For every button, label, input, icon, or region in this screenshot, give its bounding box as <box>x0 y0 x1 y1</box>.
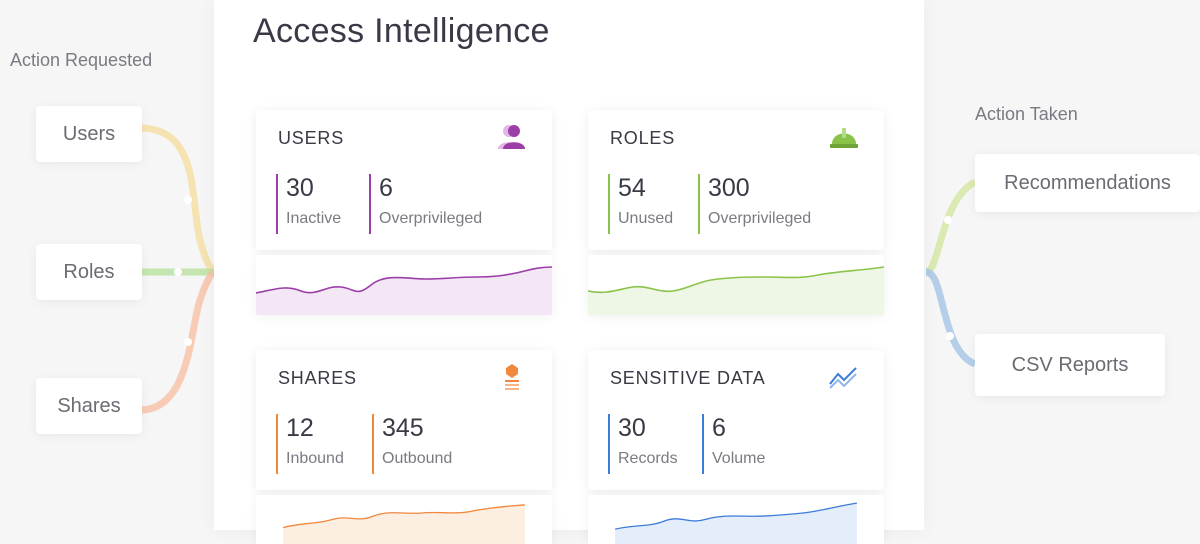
metric-label: Overprivileged <box>379 210 483 227</box>
metric-value: 12 <box>286 414 314 442</box>
csv-reports-pill[interactable]: CSV Reports <box>975 334 1165 396</box>
records-metric: 30 Records <box>608 414 678 474</box>
metric-value: 54 <box>618 174 646 202</box>
metric-value: 30 <box>286 174 314 202</box>
user-icon <box>498 125 525 149</box>
metric-label: Outbound <box>382 450 453 467</box>
shares-sparkline <box>256 495 552 544</box>
metric-label: Overprivileged <box>708 210 812 227</box>
sensitive-data-card[interactable]: SENSITIVE DATA 30 Records 6 Volume <box>588 350 884 490</box>
sensitive-data-sparkline <box>588 495 884 544</box>
roles-sparkline <box>588 255 884 315</box>
metric-label: Records <box>618 450 678 467</box>
card-title: ROLES <box>610 128 676 148</box>
recommendations-pill[interactable]: Recommendations <box>975 154 1200 212</box>
overprivileged-metric: 6 Overprivileged <box>369 174 482 234</box>
users-card[interactable]: USERS 30 Inactive 6 Overprivileged <box>256 110 552 250</box>
metric-value: 6 <box>712 414 726 442</box>
users-sparkline <box>256 255 552 315</box>
trend-lines-icon <box>829 367 857 389</box>
overprivileged-metric: 300 Overprivileged <box>698 174 811 234</box>
volume-metric: 6 Volume <box>702 414 765 474</box>
metric-label: Unused <box>618 210 674 227</box>
users-request-pill[interactable]: Users <box>36 106 142 162</box>
inactive-metric: 30 Inactive <box>276 174 341 234</box>
shares-card[interactable]: SHARES 12 Inbound 345 Outbound <box>256 350 552 490</box>
metric-label: Inbound <box>286 450 344 467</box>
stack-icon <box>505 364 519 390</box>
card-title: USERS <box>278 128 345 148</box>
unused-metric: 54 Unused <box>608 174 673 234</box>
metric-value: 300 <box>708 174 750 202</box>
page-title: Access Intelligence <box>253 12 550 50</box>
inbound-metric: 12 Inbound <box>276 414 344 474</box>
metric-value: 30 <box>618 414 646 442</box>
action-taken-heading: Action Taken <box>975 104 1078 124</box>
roles-card[interactable]: ROLES 54 Unused 300 Overprivileged <box>588 110 884 250</box>
action-requested-heading: Action Requested <box>10 50 153 70</box>
metric-label: Volume <box>712 450 766 467</box>
card-title: SHARES <box>278 368 357 388</box>
hard-hat-icon <box>830 128 858 148</box>
shares-request-pill[interactable]: Shares <box>36 378 142 434</box>
card-title: SENSITIVE DATA <box>610 368 766 388</box>
roles-request-pill[interactable]: Roles <box>36 244 142 300</box>
outbound-metric: 345 Outbound <box>372 414 452 474</box>
metric-label: Inactive <box>286 210 342 227</box>
metric-value: 345 <box>382 414 424 442</box>
metric-value: 6 <box>379 174 393 202</box>
